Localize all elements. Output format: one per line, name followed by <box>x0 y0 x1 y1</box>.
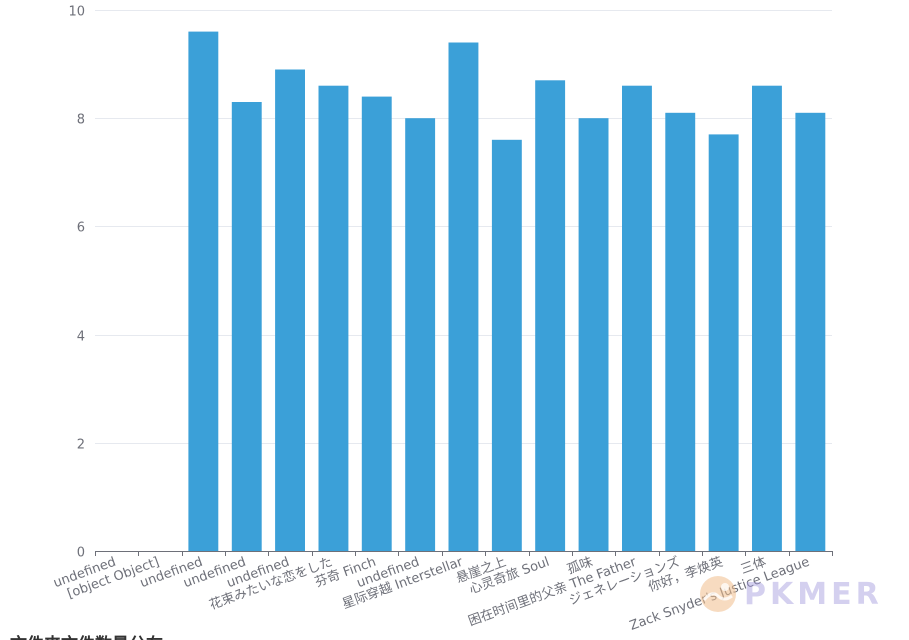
bar[interactable] <box>188 31 219 552</box>
bar[interactable] <box>231 102 262 551</box>
bar[interactable] <box>361 96 392 551</box>
axis-layer <box>95 551 833 556</box>
bar[interactable] <box>491 139 522 552</box>
bar[interactable] <box>535 80 566 552</box>
y-tick-label: 10 <box>68 5 85 20</box>
next-chart-title: 文件夹文件数量分布 <box>10 630 163 640</box>
bar[interactable] <box>405 118 436 551</box>
bar[interactable] <box>275 69 305 552</box>
bar[interactable] <box>622 85 652 551</box>
bar[interactable] <box>578 118 609 551</box>
y-tick-label: 4 <box>77 330 85 345</box>
y-tick-label: 8 <box>77 113 85 128</box>
bar[interactable] <box>318 85 349 551</box>
bar[interactable] <box>708 134 739 551</box>
y-tick-label: 0 <box>77 546 85 561</box>
y-tick-label: 2 <box>77 438 85 453</box>
bar[interactable] <box>448 42 479 552</box>
bar[interactable] <box>665 112 696 552</box>
bar-layer <box>188 31 826 552</box>
y-tick-label: 6 <box>77 221 85 236</box>
bar[interactable] <box>795 112 826 552</box>
bar[interactable] <box>752 85 782 551</box>
